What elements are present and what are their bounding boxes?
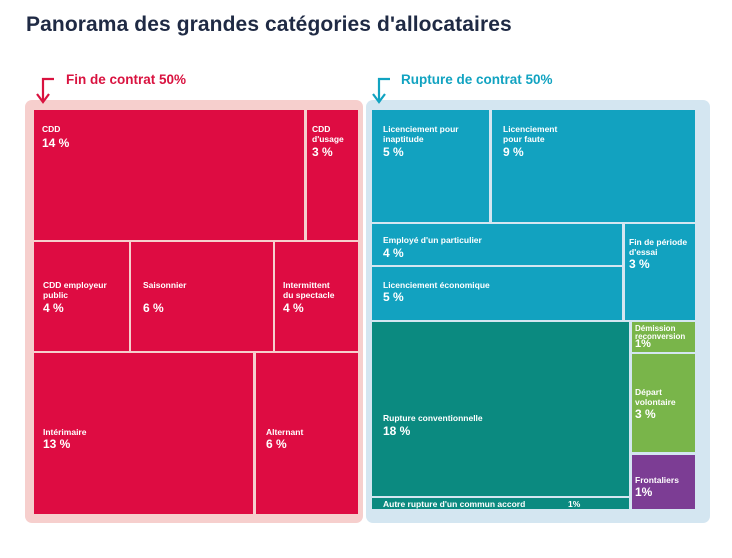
- tile-label: Alternant: [266, 427, 304, 437]
- arrow-down-icon: [372, 77, 390, 104]
- tile-label: Fin de période d'essai: [629, 237, 688, 257]
- tile-value: 3 %: [312, 145, 333, 159]
- tile-value: 13 %: [43, 437, 71, 451]
- tile-alternant: Alternant 6 %: [256, 353, 358, 514]
- tile-interimaire: Intérimaire 13 %: [34, 353, 253, 514]
- tile-autre-rupture-commun-accord: Autre rupture d'un commun accord 1%: [372, 498, 629, 509]
- tile-licenciement-inaptitude: Licenciement pour inaptitude 5 %: [372, 110, 489, 222]
- tile-label: Licenciement pour inaptitude: [383, 124, 459, 144]
- tile-label: Licenciement pour faute: [503, 124, 558, 144]
- tile-label: Employé d'un particulier: [383, 235, 482, 245]
- tile-cdd: CDD 14 %: [34, 110, 304, 240]
- tile-value: 18 %: [383, 424, 411, 438]
- tile-value: 5 %: [383, 290, 404, 304]
- group-label-fin-de-contrat: Fin de contrat 50%: [66, 72, 187, 87]
- tile-label: CDD d'usage: [312, 124, 344, 144]
- tile-value: 4 %: [383, 246, 404, 260]
- tile-label: CDD: [42, 124, 61, 134]
- tile-label: Licenciement économique: [383, 280, 490, 290]
- tile-label: Rupture conventionnelle: [383, 413, 483, 423]
- tile-label: Intérimaire: [43, 427, 87, 437]
- tile-value: 1%: [568, 499, 581, 509]
- tile-cdd-employeur-public: CDD employeur public 4 %: [34, 242, 129, 351]
- tile-value: 1%: [635, 485, 653, 499]
- tile-value: 4 %: [43, 301, 64, 315]
- tile-label: Saisonnier: [143, 280, 187, 290]
- tile-label: Autre rupture d'un commun accord: [383, 499, 526, 509]
- tile-value: 6 %: [266, 437, 287, 451]
- tile-label: Départ volontaire: [635, 387, 676, 407]
- tile-label: Démission reconversion: [635, 324, 686, 341]
- tile-rupture-conventionnelle: Rupture conventionnelle 18 %: [372, 322, 629, 496]
- tile-fin-periode-essai: Fin de période d'essai 3 %: [625, 224, 695, 320]
- tile-demission-reconversion: Démission reconversion 1%: [632, 322, 695, 352]
- tile-value: 3 %: [635, 407, 656, 421]
- tile-value: 6 %: [143, 301, 164, 315]
- tile-employe-particulier: Employé d'un particulier 4 %: [372, 224, 622, 265]
- tile-value: 14 %: [42, 136, 70, 150]
- tile-licenciement-economique: Licenciement économique 5 %: [372, 267, 622, 320]
- tile-label: CDD employeur public: [43, 280, 107, 300]
- tile-value: 5 %: [383, 145, 404, 159]
- tile-value: 1%: [635, 338, 651, 350]
- tile-value: 3 %: [629, 257, 650, 271]
- tile-label: Frontaliers: [635, 475, 679, 485]
- tile-cdd-usage: CDD d'usage 3 %: [307, 110, 358, 240]
- tile-value: 9 %: [503, 145, 524, 159]
- tile-label: Intermittent du spectacle: [283, 280, 335, 300]
- arrow-down-icon: [36, 77, 54, 104]
- chart-title: Panorama des grandes catégories d'alloca…: [26, 13, 512, 36]
- tile-saisonnier: Saisonnier 6 %: [131, 242, 273, 351]
- group-label-rupture-de-contrat: Rupture de contrat 50%: [401, 72, 553, 87]
- tile-value: 4 %: [283, 301, 304, 315]
- tile-intermittent-du-spectacle: Intermittent du spectacle 4 %: [275, 242, 358, 351]
- tile-depart-volontaire: Départ volontaire 3 %: [632, 354, 695, 452]
- tile-licenciement-faute: Licenciement pour faute 9 %: [492, 110, 695, 222]
- tile-frontaliers: Frontaliers 1%: [632, 455, 695, 509]
